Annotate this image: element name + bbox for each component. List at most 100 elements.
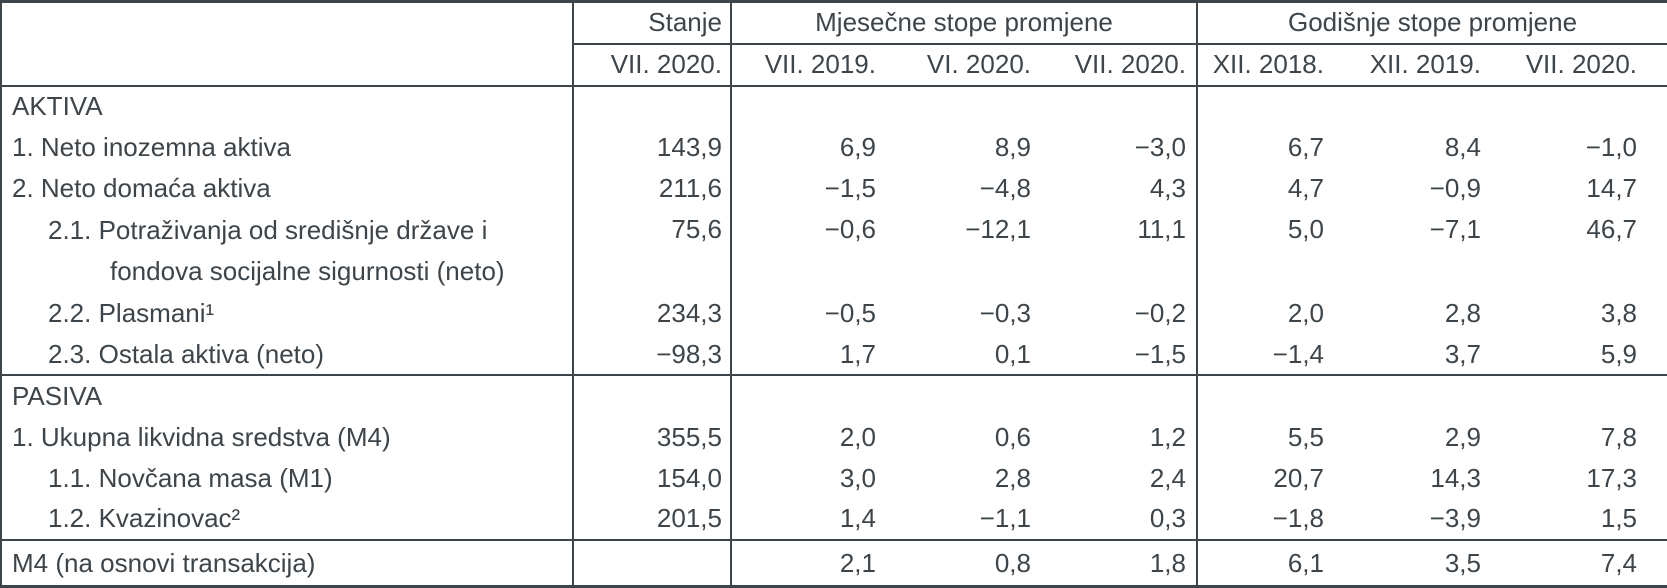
- header-period-row: VII. 2020. VII. 2019. VI. 2020. VII. 202…: [1, 43, 1667, 87]
- section-row-pasiva: PASIVA: [1, 374, 1667, 417]
- row-label-header-cell: [1, 1, 574, 87]
- value-cell: −1,1: [979, 503, 1031, 534]
- row-label: 2.1. Potraživanja od središnje države i …: [1, 209, 574, 293]
- row-label: 1. Ukupna likvidna sredstva (M4): [1, 416, 574, 458]
- empty-cell: [1197, 86, 1354, 127]
- value-cell: −1,5: [1041, 333, 1198, 376]
- value-cell: 5,0: [1287, 214, 1324, 245]
- value-cell: 46,7: [1586, 214, 1638, 245]
- value-cell: 0,3: [1041, 498, 1198, 541]
- table-row: 2.2. Plasmani¹ 234,3 −0,5 −0,3 −0,2 2,0 …: [1, 292, 1667, 334]
- empty-cell: [886, 86, 1041, 127]
- value-cell: −0,6: [824, 214, 876, 245]
- value-cell: 3,7: [1444, 338, 1481, 369]
- value-cell: 2,8: [994, 462, 1031, 493]
- value-cell: −1,5: [824, 173, 876, 204]
- col-header-annual-2: XII. 2019.: [1354, 43, 1511, 87]
- value-cell: 6,9: [839, 131, 876, 162]
- value-cell: −1,0: [1585, 131, 1638, 162]
- empty-cell: [1041, 374, 1198, 417]
- value-cell: −3,0: [1041, 126, 1198, 168]
- value-cell: 7,8: [1600, 421, 1638, 452]
- value-cell: 17,3: [1586, 462, 1638, 493]
- value-cell: 3,0: [839, 462, 876, 493]
- table-row: 1. Neto inozemna aktiva 143,9 6,9 8,9 −3…: [1, 126, 1667, 168]
- footer-row-m4-transactions: M4 (na osnovi transakcija) 2,1 0,8 1,8 6…: [1, 539, 1667, 587]
- table-row: 1.1. Novčana masa (M1) 154,0 3,0 2,8 2,4…: [1, 457, 1667, 499]
- row-label: 1. Neto inozemna aktiva: [1, 126, 574, 168]
- col-header-monthly-1: VII. 2019.: [731, 43, 886, 87]
- section-label: AKTIVA: [1, 85, 574, 127]
- value-cell: −4,8: [979, 173, 1031, 204]
- value-cell: 11,1: [1041, 209, 1198, 293]
- col-header-monthly-2: VI. 2020.: [886, 43, 1041, 87]
- value-cell: 75,6: [573, 209, 732, 293]
- value-cell: 355,5: [573, 416, 732, 458]
- value-cell: 7,4: [1511, 539, 1667, 587]
- value-cell: −3,9: [1429, 503, 1481, 534]
- value-cell: 201,5: [573, 498, 732, 541]
- row-label: 1.2. Kvazinovac²: [1, 498, 574, 541]
- table-row: 1. Ukupna likvidna sredstva (M4) 355,5 2…: [1, 416, 1667, 458]
- value-cell: 0,1: [994, 338, 1031, 369]
- value-cell: 234,3: [573, 292, 732, 334]
- value-cell: −0,2: [1041, 292, 1198, 334]
- col-group-annual-rates: Godišnje stope promjene: [1197, 1, 1667, 45]
- row-label-line2: fondova socijalne sigurnosti (neto): [110, 255, 505, 286]
- empty-cell: [1354, 374, 1511, 417]
- value-cell: −7,1: [1429, 214, 1481, 245]
- value-cell: 1,7: [839, 338, 876, 369]
- value-cell: 3,8: [1600, 297, 1638, 328]
- table-row-two-line: 2.1. Potraživanja od središnje države i …: [1, 209, 1667, 293]
- value-cell: 143,9: [573, 126, 732, 168]
- value-cell: 2,8: [1444, 297, 1481, 328]
- table-row: 2.3. Ostala aktiva (neto) −98,3 1,7 0,1 …: [1, 333, 1667, 376]
- value-cell: 4,3: [1041, 167, 1198, 210]
- col-header-annual-1: XII. 2018.: [1197, 43, 1354, 87]
- empty-cell: [1041, 85, 1198, 127]
- col-header-monthly-3: VII. 2020.: [1041, 43, 1198, 87]
- empty-cell: [573, 539, 732, 587]
- row-label: 2. Neto domaća aktiva: [1, 167, 574, 210]
- value-cell: 0,6: [994, 421, 1031, 452]
- section-label: PASIVA: [1, 374, 574, 417]
- value-cell: 211,6: [573, 167, 732, 210]
- value-cell: 2,9: [1444, 421, 1481, 452]
- value-cell: −98,3: [573, 333, 732, 376]
- table-row: 1.2. Kvazinovac² 201,5 1,4 −1,1 0,3 −1,8…: [1, 498, 1667, 541]
- value-cell: 6,1: [1197, 539, 1354, 587]
- value-cell: 4,7: [1287, 173, 1324, 204]
- row-label: 2.2. Plasmani¹: [1, 292, 574, 334]
- value-cell: −1,8: [1272, 503, 1324, 534]
- empty-cell: [731, 86, 886, 127]
- value-cell: 20,7: [1273, 462, 1324, 493]
- value-cell: −1,4: [1272, 338, 1324, 369]
- value-cell: 154,0: [573, 457, 732, 499]
- value-cell: 1,8: [1041, 539, 1198, 587]
- empty-cell: [731, 374, 886, 417]
- row-label: 2.3. Ostala aktiva (neto): [1, 333, 574, 376]
- value-cell: 6,7: [1287, 131, 1324, 162]
- value-cell: −12,1: [965, 214, 1031, 245]
- header-group-row: Stanje Mjesečne stope promjene Godišnje …: [1, 1, 1667, 87]
- value-cell: 0,8: [886, 539, 1041, 587]
- row-label: 1.1. Novčana masa (M1): [1, 457, 574, 499]
- section-row-aktiva: AKTIVA: [1, 85, 1667, 127]
- value-cell: −0,9: [1429, 173, 1481, 204]
- col-group-monthly-rates: Mjesečne stope promjene: [731, 1, 1198, 45]
- value-cell: 8,9: [994, 131, 1031, 162]
- empty-cell: [573, 374, 732, 417]
- empty-cell: [1197, 374, 1354, 417]
- col-group-stanje: Stanje: [573, 1, 732, 45]
- value-cell: 2,0: [839, 421, 876, 452]
- row-label-line1: 2.1. Potraživanja od središnje države i: [48, 214, 488, 245]
- value-cell: 1,5: [1600, 503, 1638, 534]
- value-cell: 2,0: [1287, 297, 1324, 328]
- empty-cell: [573, 85, 732, 127]
- row-label: M4 (na osnovi transakcija): [1, 539, 574, 587]
- value-cell: 14,7: [1586, 173, 1638, 204]
- value-cell: 3,5: [1354, 539, 1511, 587]
- table-row: 2. Neto domaća aktiva 211,6 −1,5 −4,8 4,…: [1, 167, 1667, 210]
